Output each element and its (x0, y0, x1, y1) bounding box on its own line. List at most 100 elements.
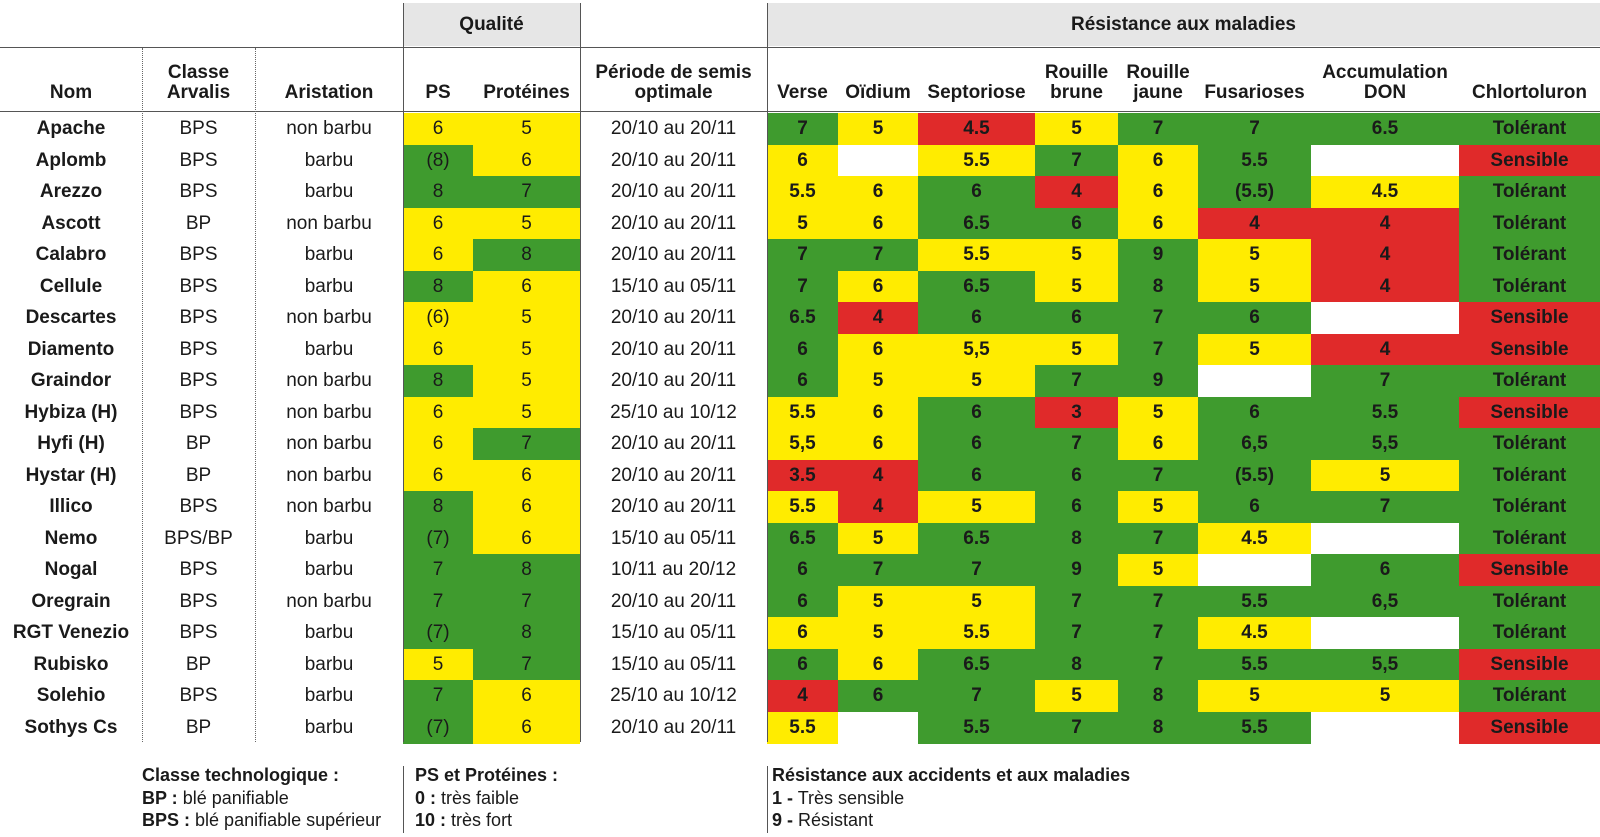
cell-verse: 6 (767, 144, 838, 177)
cell-nom: Hyfi (H) (37, 433, 105, 455)
cell-periode: 15/10 au 05/11 (610, 527, 737, 549)
cell-fusarioses: 4.5 (1198, 617, 1311, 650)
cell-fusarioses: (5.5) (1198, 176, 1311, 209)
cell-classe: BPS (179, 370, 218, 392)
cell-don (1311, 302, 1459, 335)
cell-rouille-jaune: 6 (1118, 207, 1198, 240)
cell-oidium: 5 (838, 522, 918, 555)
legend-classe-line-2: BPS : blé panifiable supérieur (142, 809, 381, 832)
cell-don: 7 (1311, 491, 1459, 524)
cell-periode: 15/10 au 05/11 (610, 275, 737, 297)
cell-nom: Descartes (25, 307, 117, 329)
cell-nom: Nogal (44, 559, 98, 581)
cell-septoriose: 6.5 (918, 207, 1035, 240)
legend-ps-line-2: 10 : très fort (415, 809, 558, 832)
cell-chlortoluron: Tolérant (1459, 207, 1600, 240)
cell-proteines: 6 (473, 522, 580, 555)
cell-rouille-jaune: 5 (1118, 396, 1198, 429)
legend-resistance-line-2: 9 - Résistant (772, 809, 1130, 832)
cell-rouille-brune: 6 (1035, 302, 1118, 335)
column-header-verse: Verse (777, 82, 828, 103)
cell-ps: (7) (403, 522, 473, 555)
cell-verse: 7 (767, 239, 838, 272)
cell-rouille-brune: 9 (1035, 554, 1118, 587)
cell-chlortoluron: Tolérant (1459, 365, 1600, 398)
column-header-septoriose: Septoriose (927, 82, 1026, 103)
cell-chlortoluron: Sensible (1459, 711, 1600, 744)
cell-septoriose: 5 (918, 491, 1035, 524)
cell-proteines: 8 (473, 617, 580, 650)
cell-periode: 20/10 au 20/11 (610, 118, 737, 140)
cell-fusarioses: 5 (1198, 333, 1311, 366)
legend-res-key-1: 1 - (772, 787, 794, 808)
cell-proteines: 5 (473, 302, 580, 335)
cell-rouille-brune: 7 (1035, 617, 1118, 650)
cell-classe: BPS (179, 244, 218, 266)
cell-rouille-brune: 5 (1035, 113, 1118, 146)
cell-aristation: barbu (304, 244, 354, 266)
cell-periode: 20/10 au 20/11 (610, 464, 737, 486)
cell-ps: 6 (403, 207, 473, 240)
cell-nom: Solehio (36, 685, 106, 707)
cell-rouille-jaune: 6 (1118, 144, 1198, 177)
cell-septoriose: 6.5 (918, 270, 1035, 303)
cell-ps: 6 (403, 459, 473, 492)
cell-classe: BPS (179, 559, 218, 581)
header-top-rule (0, 47, 1600, 48)
cell-oidium: 4 (838, 491, 918, 524)
cell-ps: 8 (403, 491, 473, 524)
cell-nom: Sothys Cs (24, 716, 118, 738)
cell-fusarioses: 6 (1198, 491, 1311, 524)
cell-rouille-jaune: 7 (1118, 302, 1198, 335)
cell-classe: BPS (179, 149, 218, 171)
cell-rouille-brune: 7 (1035, 144, 1118, 177)
cell-fusarioses: 4.5 (1198, 522, 1311, 555)
cell-rouille-jaune: 5 (1118, 554, 1198, 587)
cell-nom: Nemo (44, 527, 98, 549)
legend-res-val-1: Très sensible (797, 787, 905, 808)
cell-classe: BPS (179, 401, 218, 423)
cell-ps: 5 (403, 648, 473, 681)
cell-chlortoluron: Tolérant (1459, 617, 1600, 650)
legend-classe-line-1: BP : blé panifiable (142, 787, 381, 810)
cell-aristation: barbu (304, 275, 354, 297)
cell-proteines: 7 (473, 648, 580, 681)
cell-chlortoluron: Tolérant (1459, 522, 1600, 555)
column-header-nom: Nom (49, 82, 93, 103)
cell-aristation: barbu (304, 716, 354, 738)
cell-chlortoluron: Sensible (1459, 302, 1600, 335)
cell-proteines: 6 (473, 711, 580, 744)
cell-septoriose: 5.5 (918, 617, 1035, 650)
legend-ps-line-1: 0 : très faible (415, 787, 558, 810)
legend-res-key-2: 9 - (772, 810, 794, 830)
cell-ps: 6 (403, 333, 473, 366)
cell-fusarioses: 5.5 (1198, 711, 1311, 744)
cell-oidium: 4 (838, 459, 918, 492)
cell-rouille-brune: 6 (1035, 207, 1118, 240)
cell-rouille-brune: 5 (1035, 680, 1118, 713)
column-header-fusarioses: Fusarioses (1204, 82, 1305, 103)
cell-oidium (838, 711, 918, 744)
cell-don: 5,5 (1311, 648, 1459, 681)
cell-ps: (7) (403, 617, 473, 650)
cell-rouille-jaune: 9 (1118, 239, 1198, 272)
cell-rouille-brune: 4 (1035, 176, 1118, 209)
cell-ps: (7) (403, 711, 473, 744)
cell-rouille-jaune: 7 (1118, 333, 1198, 366)
cell-septoriose: 5 (918, 365, 1035, 398)
cell-nom: Apache (36, 118, 106, 140)
legend-classe-key-1: BP : (142, 787, 178, 808)
cell-oidium: 6 (838, 680, 918, 713)
cell-fusarioses: 5 (1198, 680, 1311, 713)
cell-verse: 6 (767, 617, 838, 650)
separator-aristation-qualite (403, 3, 404, 742)
group-header-qualite: Qualité (403, 3, 580, 46)
cell-proteines: 7 (473, 176, 580, 209)
cell-chlortoluron: Sensible (1459, 648, 1600, 681)
cell-septoriose: 5,5 (918, 333, 1035, 366)
cell-proteines: 6 (473, 491, 580, 524)
cell-chlortoluron: Tolérant (1459, 176, 1600, 209)
cell-proteines: 6 (473, 270, 580, 303)
cell-classe: BP (185, 716, 212, 738)
cell-periode: 10/11 au 20/12 (610, 559, 737, 581)
